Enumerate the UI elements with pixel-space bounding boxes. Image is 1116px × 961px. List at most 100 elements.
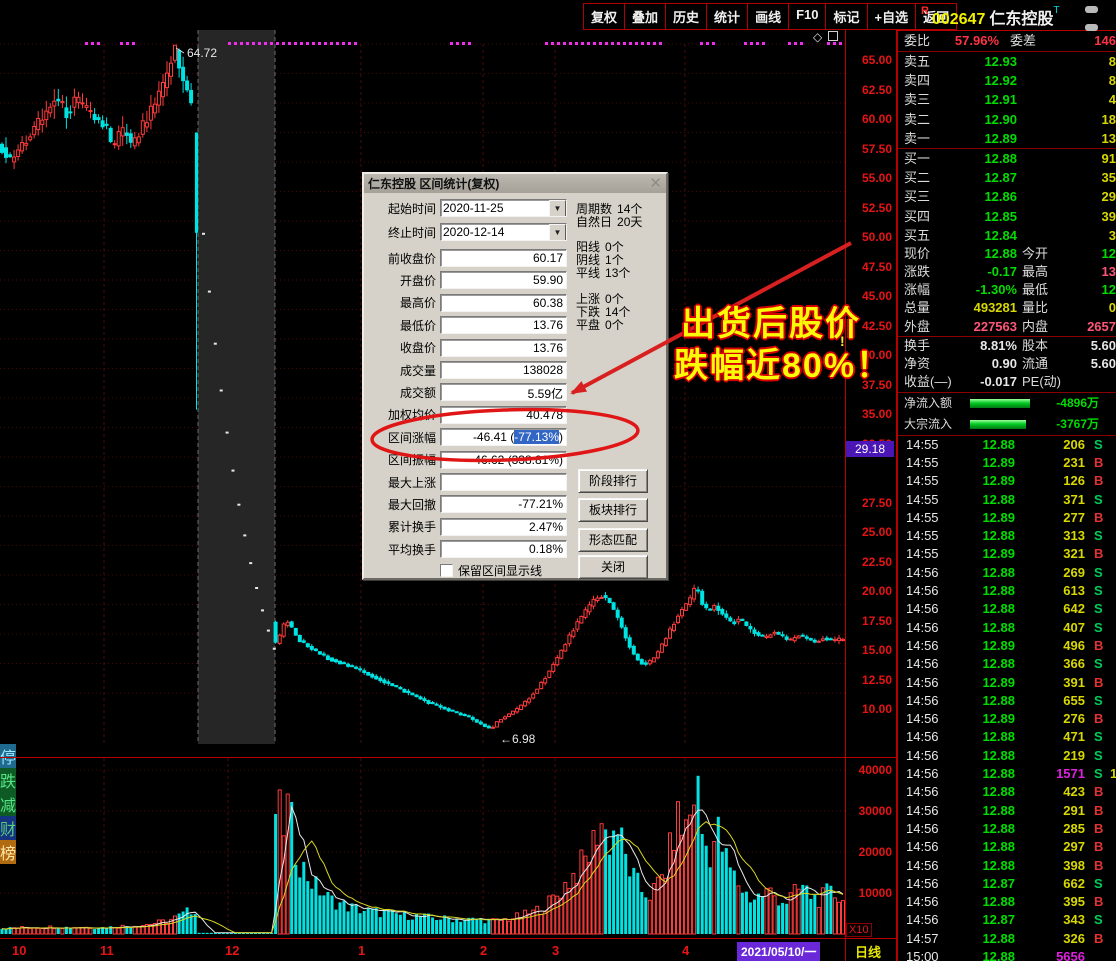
field-input[interactable]: 59.90 — [440, 271, 567, 290]
bid-row[interactable]: 买四 12.85 39 — [904, 208, 1116, 224]
price-tick: 35.00 — [861, 407, 892, 421]
dialog-button-阶段排行[interactable]: 阶段排行 — [578, 469, 648, 493]
tick-row: 14:56 12.88 655 S — [906, 692, 1103, 708]
ask-row[interactable]: 卖一 12.89 13 — [904, 130, 1116, 146]
field-input[interactable]: 5.59亿 — [440, 383, 567, 402]
dialog-field-加权均价: 加权均价 40.478 — [374, 405, 567, 424]
volume-tick: 20000 — [858, 845, 892, 859]
weibi-value: 57.96% — [954, 33, 999, 48]
field-input[interactable]: 40.478 — [440, 405, 567, 424]
toolbar-button-历史[interactable]: 历史 — [665, 3, 708, 30]
tick-row: 14:56 12.87 662 S — [906, 875, 1103, 891]
chevron-down-icon[interactable]: ▼ — [549, 224, 566, 240]
toolbar-button-返回[interactable]: 返回 — [915, 3, 958, 30]
quote-row: 涨幅 -1.30% 最低 12 — [904, 282, 1116, 298]
bid-row[interactable]: 买三 12.86 29 — [904, 189, 1116, 205]
field-input[interactable]: 0.18% — [440, 540, 567, 559]
panel-icon[interactable] — [828, 31, 839, 41]
tick-row: 15:00 12.88 5656 — [906, 949, 1085, 961]
tick-row: 14:56 12.88 398 B — [906, 857, 1104, 873]
ask-row[interactable]: 卖五 12.93 8 — [904, 54, 1116, 69]
field-input[interactable]: 13.76 — [440, 316, 567, 335]
badge-减: 减 — [0, 792, 17, 816]
tick-row: 14:55 12.89 321 B — [906, 546, 1104, 562]
field-input[interactable]: -46.41 (-77.13%) — [440, 428, 567, 447]
weicha-label: 委差 — [1010, 33, 1037, 48]
ask-row[interactable]: 卖三 12.91 4 — [904, 92, 1116, 108]
field-input[interactable]: 138028 — [440, 361, 567, 379]
tick-row: 14:56 12.89 276 B — [906, 711, 1104, 727]
stock-tag-icon: T — [1053, 5, 1060, 16]
tick-row: 14:56 12.88 471 S — [906, 729, 1103, 745]
tick-row: 14:55 12.89 231 B — [906, 455, 1104, 470]
toolbar-button-复权[interactable]: 复权 — [583, 3, 626, 30]
dialog-title-bar[interactable]: 仁东控股 区间统计(复权) ✕ — [364, 174, 666, 193]
chart-mini-toolbar[interactable]: ◇ — [813, 30, 839, 44]
field-input[interactable]: 46.62 (338.81%) — [440, 450, 567, 469]
month-label-10: 10 — [12, 943, 27, 958]
stock-code: 002647 — [931, 11, 986, 28]
alert-mark: ! — [840, 333, 845, 349]
time-axis: 10 11 12 1 2 3 4 2021/05/10/一 — [0, 938, 897, 961]
dialog-field-区间振幅: 区间振幅 46.62 (338.81%) — [374, 450, 567, 469]
tick-row: 14:56 12.88 291 B — [906, 802, 1104, 818]
dialog-button-关闭[interactable]: 关闭 — [578, 555, 648, 579]
price-tick: 65.00 — [861, 53, 892, 67]
dialog-field-最低价: 最低价 13.76 — [374, 316, 567, 335]
tick-row: 14:55 12.89 277 B — [906, 509, 1104, 525]
quote-row: 净资 0.90 流通 5.60 — [904, 356, 1116, 372]
interval-stats-dialog[interactable]: 仁东控股 区间统计(复权) ✕ 起始时间 2020-11-25 ▼ 终止时间 2020-… — [362, 172, 668, 580]
bid-row[interactable]: 买二 12.87 35 — [904, 170, 1116, 186]
checkbox-icon[interactable] — [440, 564, 453, 577]
price-tick: 62.50 — [861, 83, 892, 97]
ask-row[interactable]: 卖四 12.92 8 — [904, 73, 1116, 89]
price-tick: 52.50 — [861, 201, 892, 215]
field-input[interactable] — [440, 473, 567, 491]
toolbar-button-标记[interactable]: 标记 — [825, 3, 868, 30]
price-tick: 57.50 — [861, 142, 892, 156]
money-flow-row: 大宗流入 -3767万 — [904, 416, 1099, 431]
separator — [898, 391, 1116, 393]
toolbar-button-画线[interactable]: 画线 — [747, 3, 790, 30]
chevron-down-icon[interactable]: ▼ — [549, 200, 566, 216]
dialog-field-区间涨幅: 区间涨幅 -46.41 (-77.13%) — [374, 428, 567, 447]
toolbar-button-F10[interactable]: F10 — [788, 3, 827, 30]
field-input[interactable]: 60.38 — [440, 293, 567, 312]
price-tick: 42.50 — [861, 319, 892, 333]
quote-row: 总量 493281 量比 0 — [904, 300, 1116, 316]
field-input[interactable]: 60.17 — [440, 249, 567, 267]
dialog-button-板块排行[interactable]: 板块排行 — [578, 498, 648, 522]
volume-multiplier: X10 — [846, 923, 872, 937]
combo-input[interactable]: 2020-12-14 ▼ — [440, 223, 567, 241]
crosshair-price-label: 29.18 — [846, 441, 894, 457]
toolbar-button-+自选[interactable]: +自选 — [866, 3, 917, 30]
field-input[interactable]: -77.21% — [440, 495, 567, 514]
volume-chart[interactable] — [0, 758, 845, 938]
period-selector[interactable]: 日线 — [855, 945, 882, 960]
toolbar-button-统计[interactable]: 统计 — [706, 3, 749, 30]
dialog-field-开盘价: 开盘价 59.90 — [374, 271, 567, 290]
month-label-1: 1 — [358, 943, 366, 958]
ask-row[interactable]: 卖二 12.90 18 — [904, 111, 1116, 127]
quote-row: 外盘 227563 内盘 2657 — [904, 318, 1116, 334]
quote-row: 收益(—) -0.017 PE(动) — [904, 374, 1062, 390]
window-controls[interactable] — [1085, 0, 1116, 36]
field-input[interactable]: 13.76 — [440, 338, 567, 357]
field-input[interactable]: 2.47% — [440, 517, 567, 536]
keep-range-lines-checkbox[interactable]: 保留区间显示线 — [440, 562, 542, 579]
badge-榜: 榜 — [0, 840, 17, 864]
tick-row: 14:56 12.89 391 B — [906, 674, 1104, 690]
close-icon[interactable]: ✕ — [649, 174, 662, 192]
dialog-combo-终止时间: 终止时间 2020-12-14 ▼ — [374, 223, 567, 241]
dialog-button-形态匹配[interactable]: 形态匹配 — [578, 528, 648, 552]
price-tick: 45.00 — [861, 289, 892, 303]
separator — [898, 51, 1116, 52]
toolbar-button-叠加[interactable]: 叠加 — [624, 3, 667, 30]
combo-input[interactable]: 2020-11-25 ▼ — [440, 199, 567, 217]
diamond-icon[interactable]: ◇ — [813, 30, 823, 44]
month-label-3: 3 — [552, 943, 560, 958]
bid-row[interactable]: 买五 12.84 3 — [904, 227, 1116, 243]
bid-row[interactable]: 买一 12.88 91 — [904, 150, 1116, 166]
badge-停: 停 — [0, 744, 17, 768]
month-label-12: 12 — [225, 943, 240, 958]
